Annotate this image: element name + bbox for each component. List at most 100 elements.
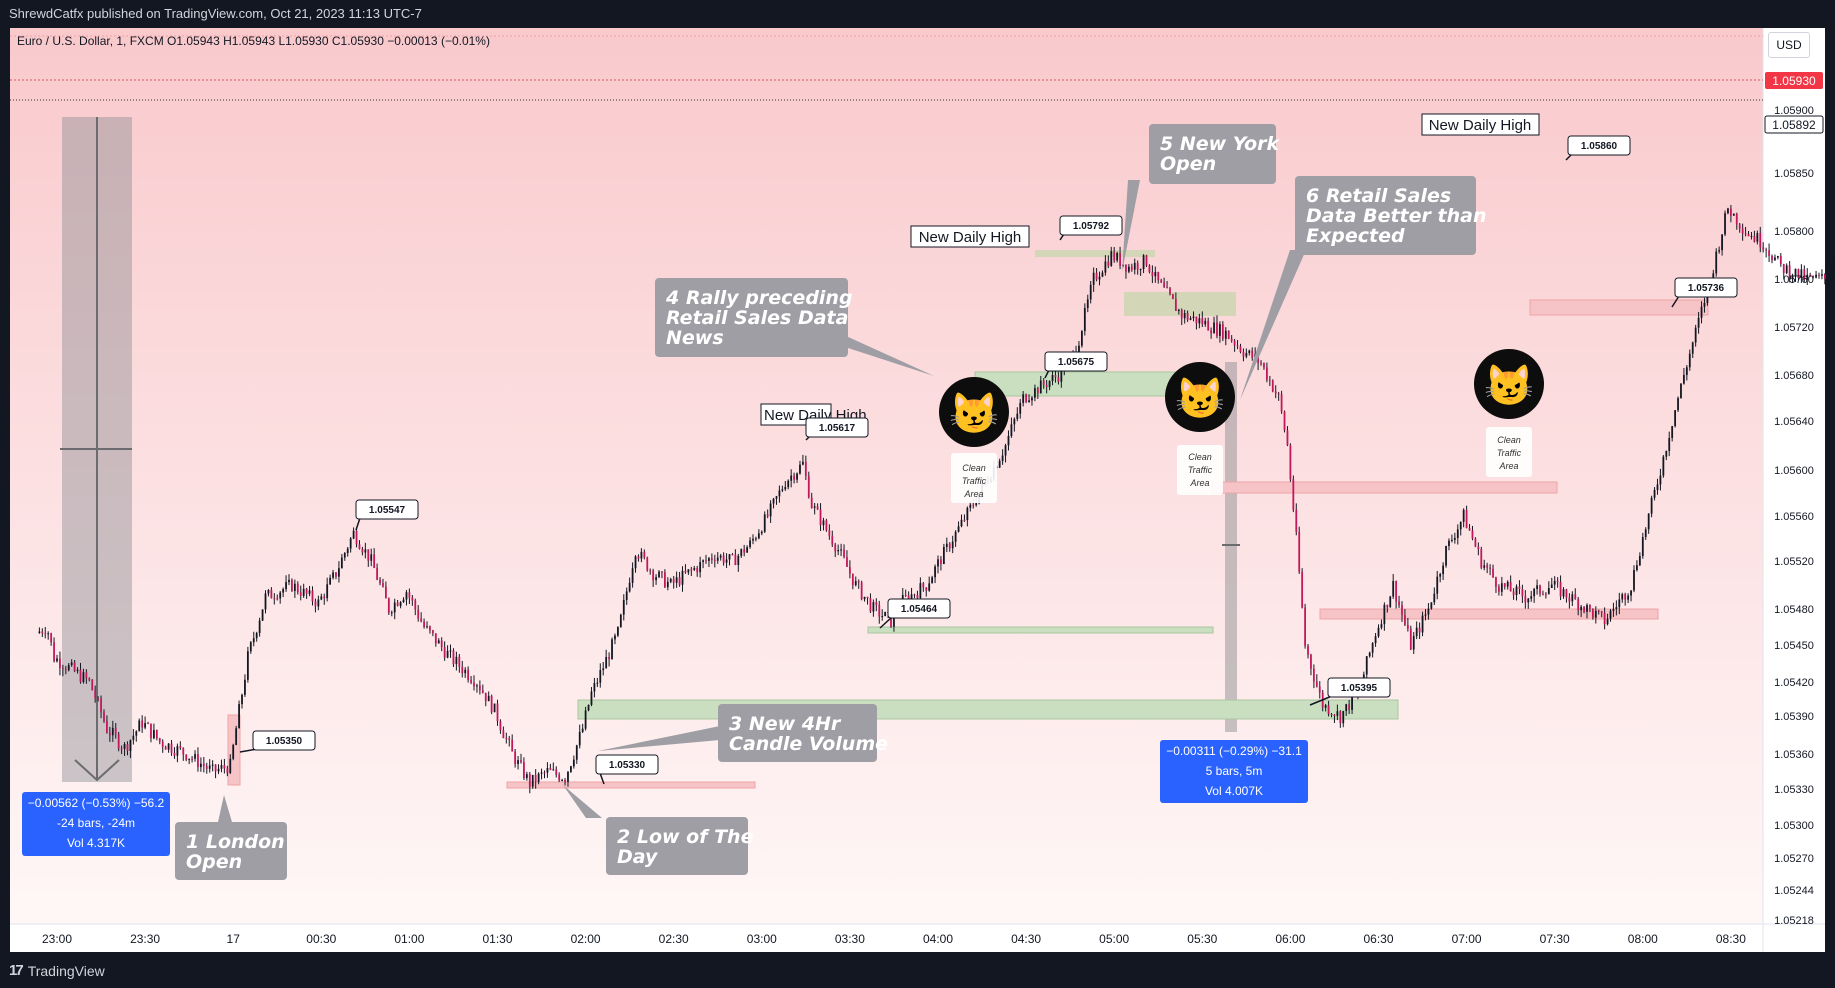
candle-body [699, 561, 702, 573]
callout-2[interactable]: 2 Low of The Day [563, 785, 754, 875]
candle-body [1274, 391, 1277, 394]
candle-body [916, 594, 919, 599]
candle-body [816, 506, 819, 510]
price-tag-box [252, 730, 316, 751]
callout-1[interactable]: 1 London Open [175, 795, 287, 880]
price-tag-box [355, 499, 419, 520]
candle-body [705, 560, 707, 562]
candle-body [191, 758, 193, 760]
candle-body [763, 514, 766, 532]
price-tag-box [887, 598, 951, 619]
candle-body [825, 520, 828, 531]
callout-4-pointer [846, 336, 934, 376]
candle-body [1333, 714, 1336, 716]
candle-body [1116, 253, 1119, 261]
callout-6-line-3: Expected [1306, 225, 1405, 247]
measure-box-left-line-2: -24 bars, -24m [57, 816, 135, 830]
candle-body [434, 633, 437, 644]
candle-body [390, 612, 393, 614]
price-tag-leader [879, 616, 893, 629]
candle-body [1641, 537, 1644, 557]
zone-olive-1 [1035, 250, 1155, 257]
candle-body [1539, 585, 1541, 594]
candle-body [493, 703, 496, 713]
candle-body [349, 538, 352, 549]
price-label-last: 1.05892 [1764, 115, 1824, 134]
candle-body [1427, 608, 1430, 615]
candle-body [508, 738, 511, 740]
candle-body [361, 548, 364, 553]
candle-body [179, 746, 182, 748]
candle-body [1277, 393, 1280, 395]
candle-body [561, 779, 564, 781]
candle-body [1315, 681, 1318, 687]
traffic-label-2-line-2: Traffic [1188, 465, 1213, 475]
callout-6[interactable]: 6 Retail Sales Data Better than Expected [1240, 176, 1486, 400]
measure-box-left[interactable]: −0.00562 (−0.53%) −56.2 -24 bars, -24m V… [22, 792, 170, 856]
time-tick-label: 03:30 [835, 932, 865, 946]
cat-icon-3-glyph: 😼 [1484, 364, 1534, 408]
daily-high-1-text: New Daily High [919, 229, 1022, 246]
price-tick-label: 1.05640 [1774, 416, 1814, 428]
measure-box-right[interactable]: −0.00311 (−0.29%) −31.1 5 bars, 5m Vol 4… [1160, 740, 1308, 803]
candle-body [340, 557, 343, 569]
candle-body [1312, 668, 1315, 682]
candle-body [326, 584, 329, 599]
candle-body [103, 712, 105, 721]
candle-body [279, 592, 282, 599]
candle-body [373, 554, 376, 568]
callout-1-box [175, 822, 287, 880]
candle-body [1583, 606, 1585, 612]
candle-body [202, 763, 205, 767]
candle-body [784, 487, 787, 490]
candle-body [628, 582, 631, 592]
candle-body [484, 692, 487, 702]
tradingview-logo[interactable]: 17 TradingView [9, 954, 105, 988]
zone-green-1 [577, 699, 1399, 720]
callout-5-box [1149, 124, 1276, 184]
candle-body [249, 642, 252, 652]
candle-body [502, 730, 505, 739]
candle-body [1130, 266, 1133, 270]
candle-body [470, 679, 472, 683]
candle-body [229, 758, 232, 773]
candle-body [1530, 596, 1533, 599]
traffic-label-3-line-3: Area [1498, 461, 1518, 471]
candle-body [661, 571, 663, 573]
callout-5-pointer [1122, 180, 1140, 272]
callout-5[interactable]: 5 New York Open [1122, 124, 1281, 272]
callout-4-box [655, 278, 848, 357]
candle-body [925, 587, 928, 591]
candle-body [1198, 318, 1201, 324]
callout-3[interactable]: 3 New 4Hr Candle Volume [598, 704, 888, 762]
candle-body [1782, 264, 1785, 274]
candle-body [1216, 322, 1218, 336]
time-tick-label: 23:30 [130, 932, 160, 946]
candle-body [1036, 388, 1039, 394]
candle-body [663, 572, 666, 588]
candle-body [1659, 475, 1662, 485]
price-tick-label: 1.05270 [1774, 853, 1814, 865]
candle-body [755, 538, 757, 540]
candle-body [1533, 588, 1536, 597]
price-tick-label: 1.05760 [1774, 274, 1814, 286]
time-tick-label: 06:00 [1275, 932, 1305, 946]
candle-body [951, 541, 954, 549]
currency-button[interactable]: USD [1768, 32, 1810, 58]
candle-body [934, 566, 936, 578]
price-tick-label: 1.05850 [1774, 168, 1814, 180]
time-axis: 23:00 23:30 17 00:30 01:00 01:30 02:00 02:30 03:… [42, 932, 1746, 946]
cat-icon-1-glyph: 😼 [949, 392, 999, 436]
candle-body [523, 762, 525, 778]
callout-3-box [718, 704, 877, 762]
callout-4[interactable]: 4 Rally preceding Retail Sales Data News [655, 278, 934, 376]
callout-5-line-1: 5 New York [1160, 133, 1281, 155]
price-tag-text: 1.05350 [266, 736, 303, 747]
candle-body [291, 579, 293, 591]
candle-body [1221, 324, 1224, 339]
candle-body [117, 734, 120, 749]
candle-body [1404, 615, 1406, 625]
price-tick-label: 1.05600 [1774, 465, 1814, 477]
candle-body [975, 503, 978, 506]
